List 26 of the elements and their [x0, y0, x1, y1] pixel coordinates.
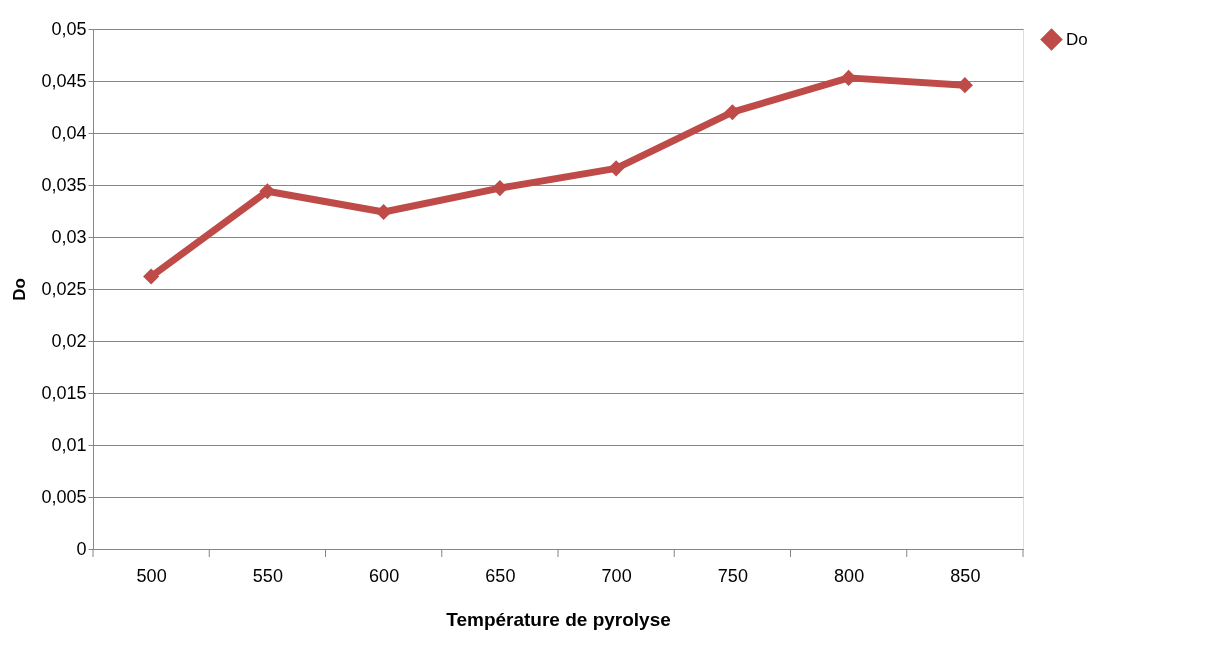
point	[724, 104, 741, 121]
x-tick-label: 500	[136, 565, 167, 586]
y-tick-label: 0,045	[41, 70, 87, 91]
x-axis-title: Température de pyrolyse	[446, 608, 671, 630]
y-tick-label: 0,01	[51, 434, 87, 455]
x-tick-label: 750	[717, 565, 748, 586]
y-axis-title: Do	[10, 278, 30, 301]
y-tick-label: 0,02	[51, 330, 87, 351]
x-tick-label: 850	[950, 565, 981, 586]
point	[143, 268, 160, 285]
point	[375, 203, 392, 221]
y-tick-label: 0,03	[51, 226, 87, 247]
y-tick-label: 0	[76, 538, 87, 559]
x-tick-label: 700	[601, 565, 632, 586]
y-tick-label: 0,025	[41, 278, 87, 299]
point	[608, 160, 625, 177]
legend-label: Do	[1066, 29, 1088, 49]
y-tick-label: 0,005	[41, 486, 87, 507]
y-tick-label: 0,04	[51, 122, 87, 143]
y-tick-label: 0,035	[41, 174, 87, 195]
y-tick-label: 0,05	[51, 18, 87, 39]
x-tick-label: 550	[252, 565, 283, 586]
x-tick-label: 800	[834, 565, 865, 586]
x-tick-label: 650	[485, 565, 516, 586]
x-tick-label: 600	[369, 565, 400, 586]
y-tick-label: 0,015	[41, 382, 87, 403]
